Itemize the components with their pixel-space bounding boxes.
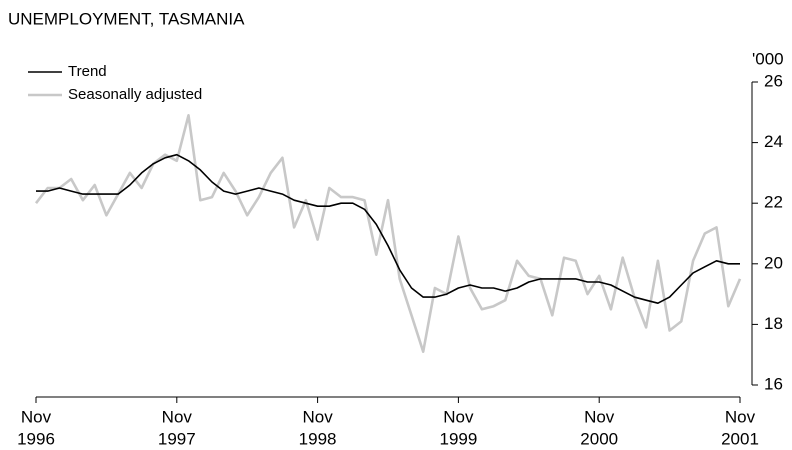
y-tick-label: 20 — [764, 253, 783, 272]
y-tick-label: 26 — [764, 71, 783, 90]
x-tick-label: 1998 — [299, 429, 337, 448]
x-tick-label: 2000 — [580, 429, 618, 448]
y-tick-label: 18 — [764, 314, 783, 333]
x-tick-label: 2001 — [721, 429, 759, 448]
legend-label: Trend — [68, 63, 107, 80]
y-unit-label: '000 — [752, 49, 784, 68]
y-tick-label: 24 — [764, 132, 783, 151]
y-tick-label: 16 — [764, 374, 783, 393]
x-tick-label: 1997 — [158, 429, 196, 448]
x-tick-label: Nov — [302, 407, 333, 426]
chart-title: UNEMPLOYMENT, TASMANIA — [8, 9, 245, 28]
y-tick-label: 22 — [764, 193, 783, 212]
series-line — [36, 153, 740, 304]
series-line — [34, 114, 742, 353]
x-tick-label: Nov — [443, 407, 474, 426]
x-tick-label: 1996 — [17, 429, 55, 448]
x-tick-label: Nov — [725, 407, 756, 426]
x-tick-label: 1999 — [439, 429, 477, 448]
x-tick-label: Nov — [584, 407, 615, 426]
legend-label: Seasonally adjusted — [68, 86, 202, 103]
x-tick-label: Nov — [21, 407, 52, 426]
x-tick-label: Nov — [162, 407, 193, 426]
